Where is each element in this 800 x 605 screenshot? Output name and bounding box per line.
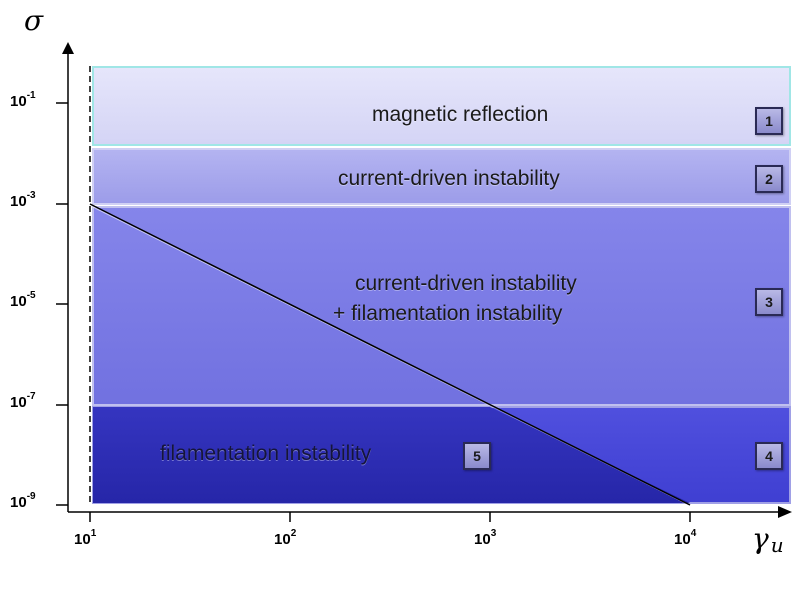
x-axis-arrow [778,506,792,518]
region-5-label: filamentation instability [160,442,372,465]
region-2-label: current-driven instability [338,167,560,190]
region-3-badge: 3 [755,288,783,316]
region-1-badge: 1 [755,107,783,135]
x-tick-label: 104 [674,528,697,548]
x-tick-label: 102 [274,528,297,548]
region-3-label-line1: current-driven instability [355,272,577,295]
y-tick-label: 10-3 [10,190,36,210]
region-4-badge: 4 [755,442,783,470]
x-tick-label: 103 [474,528,497,548]
y-tick-label: 10-9 [10,491,36,511]
region-3-label-line2: + filamentation instability [333,302,563,325]
region-2-box [92,148,791,205]
diagonal-boundary-line [89,203,691,506]
region-1-label: magnetic reflection [372,103,549,126]
region-5-area [93,407,690,503]
y-axis-title: σ [24,4,44,37]
region-3-box [92,206,791,406]
y-tick-label: 10-7 [10,391,36,411]
y-axis-arrow [62,42,74,54]
x-tick-label: 101 [74,528,97,548]
region-1-box [92,66,791,146]
y-tick-label: 10-1 [10,90,36,110]
y-tick-label: 10-5 [10,290,36,310]
region-2-badge: 2 [755,165,783,193]
region-5-badge: 5 [463,442,491,470]
